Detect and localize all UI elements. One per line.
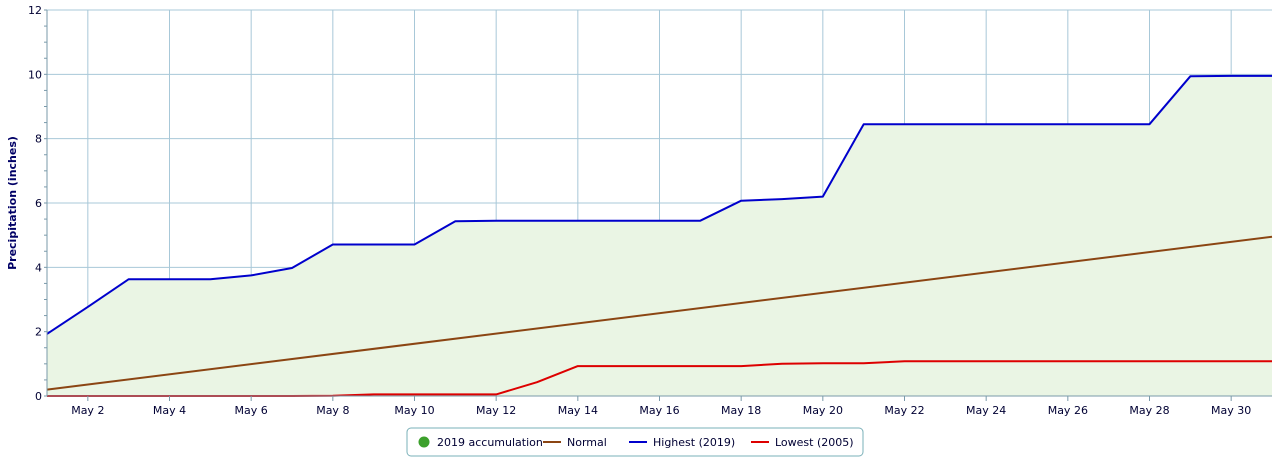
legend-item[interactable]: 2019 accumulation — [418, 436, 543, 449]
y-tick-label: 10 — [28, 68, 42, 81]
x-tick-label: May 28 — [1129, 404, 1169, 417]
x-tick-label: May 8 — [316, 404, 349, 417]
legend: 2019 accumulation Normal Highest (2019) Low… — [406, 427, 864, 457]
legend-marker-circle — [418, 436, 430, 448]
legend-item[interactable]: Normal — [543, 436, 607, 449]
legend-label: Normal — [567, 436, 607, 449]
x-tick-label: May 14 — [558, 404, 598, 417]
series-line-normal — [46, 235, 1273, 391]
x-tick-label: May 6 — [235, 404, 268, 417]
y-tick-label: 6 — [35, 197, 42, 210]
y-tick-label: 12 — [28, 4, 42, 17]
x-tick-label: May 22 — [884, 404, 924, 417]
y-tick-label: 0 — [35, 390, 42, 403]
x-tick-label: May 18 — [721, 404, 761, 417]
y-tick-label: 8 — [35, 133, 42, 146]
y-tick-label: 4 — [35, 261, 42, 274]
x-tick-label: May 12 — [476, 404, 516, 417]
x-tick-label: May 30 — [1211, 404, 1251, 417]
x-tick-label: May 24 — [966, 404, 1006, 417]
y-tick-label: 2 — [35, 326, 42, 339]
series-line-highest-2019 — [46, 74, 1272, 335]
axes: 0 2 4 6 8 10 12 May 2 May 4 May 6 May 8 May 10 May 1… — [28, 4, 1272, 417]
legend-label: Lowest (2005) — [775, 436, 854, 449]
series-area-2019-accumulation — [47, 75, 1272, 397]
series-layer — [46, 74, 1273, 397]
x-tick-label: May 10 — [394, 404, 434, 417]
x-tick-label: May 2 — [71, 404, 104, 417]
y-axis-title: Precipitation (inches) — [6, 136, 19, 270]
x-tick-label: May 4 — [153, 404, 186, 417]
x-tick-label: May 16 — [639, 404, 679, 417]
legend-item[interactable]: Highest (2019) — [629, 436, 735, 449]
legend-label: 2019 accumulation — [437, 436, 543, 449]
x-tick-label: May 20 — [803, 404, 843, 417]
legend-label: Highest (2019) — [653, 436, 735, 449]
legend-item[interactable]: Lowest (2005) — [751, 436, 854, 449]
x-tick-label: May 26 — [1048, 404, 1088, 417]
